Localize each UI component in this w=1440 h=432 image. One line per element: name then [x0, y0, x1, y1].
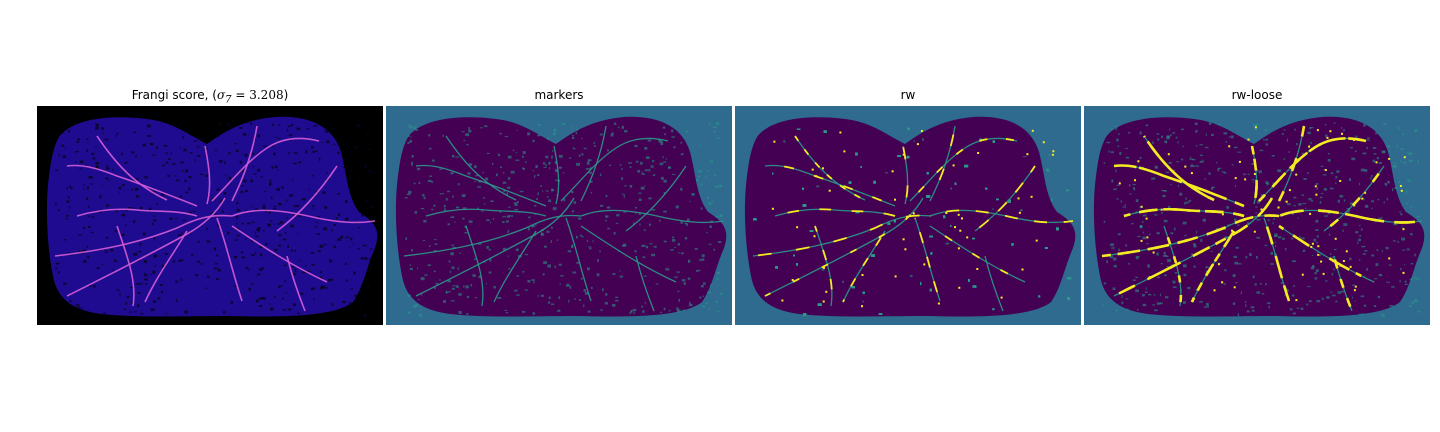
markers-image	[386, 106, 732, 325]
panel-title-rw-loose: rw-loose	[1231, 88, 1283, 102]
frangi-score-image	[37, 106, 383, 325]
panel-title-markers: markers	[534, 88, 584, 102]
panel-title-frangi: Frangi score, (σ7 = 3.208)	[131, 88, 289, 106]
rw-image	[735, 106, 1081, 325]
rw-loose-image	[1084, 106, 1430, 325]
panel-title-rw: rw	[900, 88, 916, 102]
